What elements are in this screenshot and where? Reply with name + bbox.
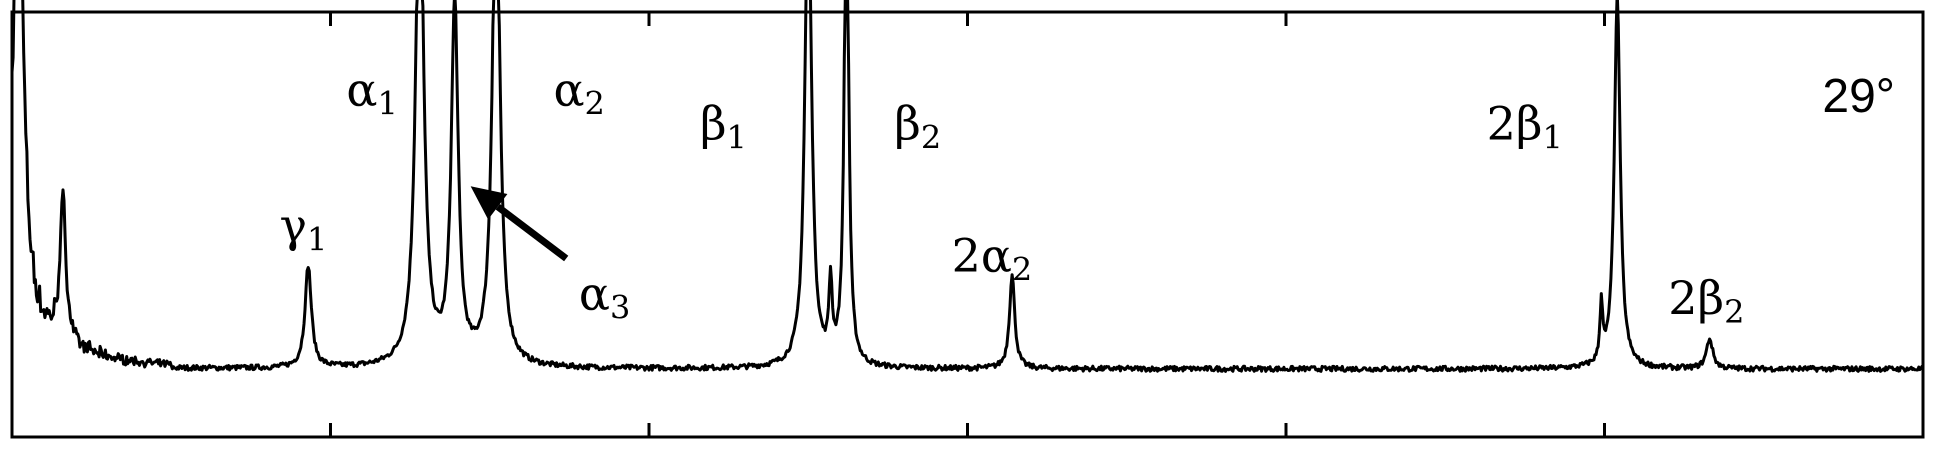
peak-label-subscript: 1 [307, 221, 327, 259]
peak-label-1: α1 [346, 63, 397, 123]
peak-label-subscript: 2 [1012, 250, 1032, 288]
peak-label-symbol: α [346, 63, 377, 117]
peak-label-3: β1 [700, 97, 747, 157]
peak-label-subscript: 1 [1543, 119, 1563, 157]
angle-label: 29° [1822, 70, 1895, 123]
peak-label-6: γ1 [280, 199, 328, 259]
peak-label-symbol: γ [280, 199, 308, 253]
spectrum-line [10, 0, 1925, 373]
peak-label-symbol: β [700, 97, 727, 151]
arrow-head [470, 186, 508, 220]
peak-label-subscript: 2 [585, 85, 605, 123]
peak-label-9: 2β2 [1668, 271, 1744, 331]
peak-label-symbol: 2β [1487, 97, 1543, 151]
peak-label-subscript: 2 [1724, 293, 1744, 331]
arrow-shaft [495, 203, 569, 262]
peak-label-7: 2α2 [952, 228, 1033, 288]
peak-label-symbol: α [553, 63, 584, 117]
peak-label-2: α2 [553, 63, 604, 123]
peak-label-symbol: β [894, 97, 921, 151]
peak-label-symbol: 2β [1668, 271, 1724, 325]
arrow [470, 186, 569, 262]
x-ticks [329, 12, 1606, 437]
peak-label-8: α3 [579, 267, 630, 327]
peak-label-subscript: 1 [378, 85, 398, 123]
peak-label-5: 2β1 [1487, 97, 1563, 157]
peak-label-subscript: 2 [921, 119, 941, 157]
peak-label-4: β2 [894, 97, 941, 157]
peak-label-symbol: α [579, 267, 610, 321]
peak-label-subscript: 3 [610, 289, 630, 327]
peak-label-symbol: 2α [952, 228, 1012, 282]
peak-label-subscript: 1 [727, 119, 747, 157]
